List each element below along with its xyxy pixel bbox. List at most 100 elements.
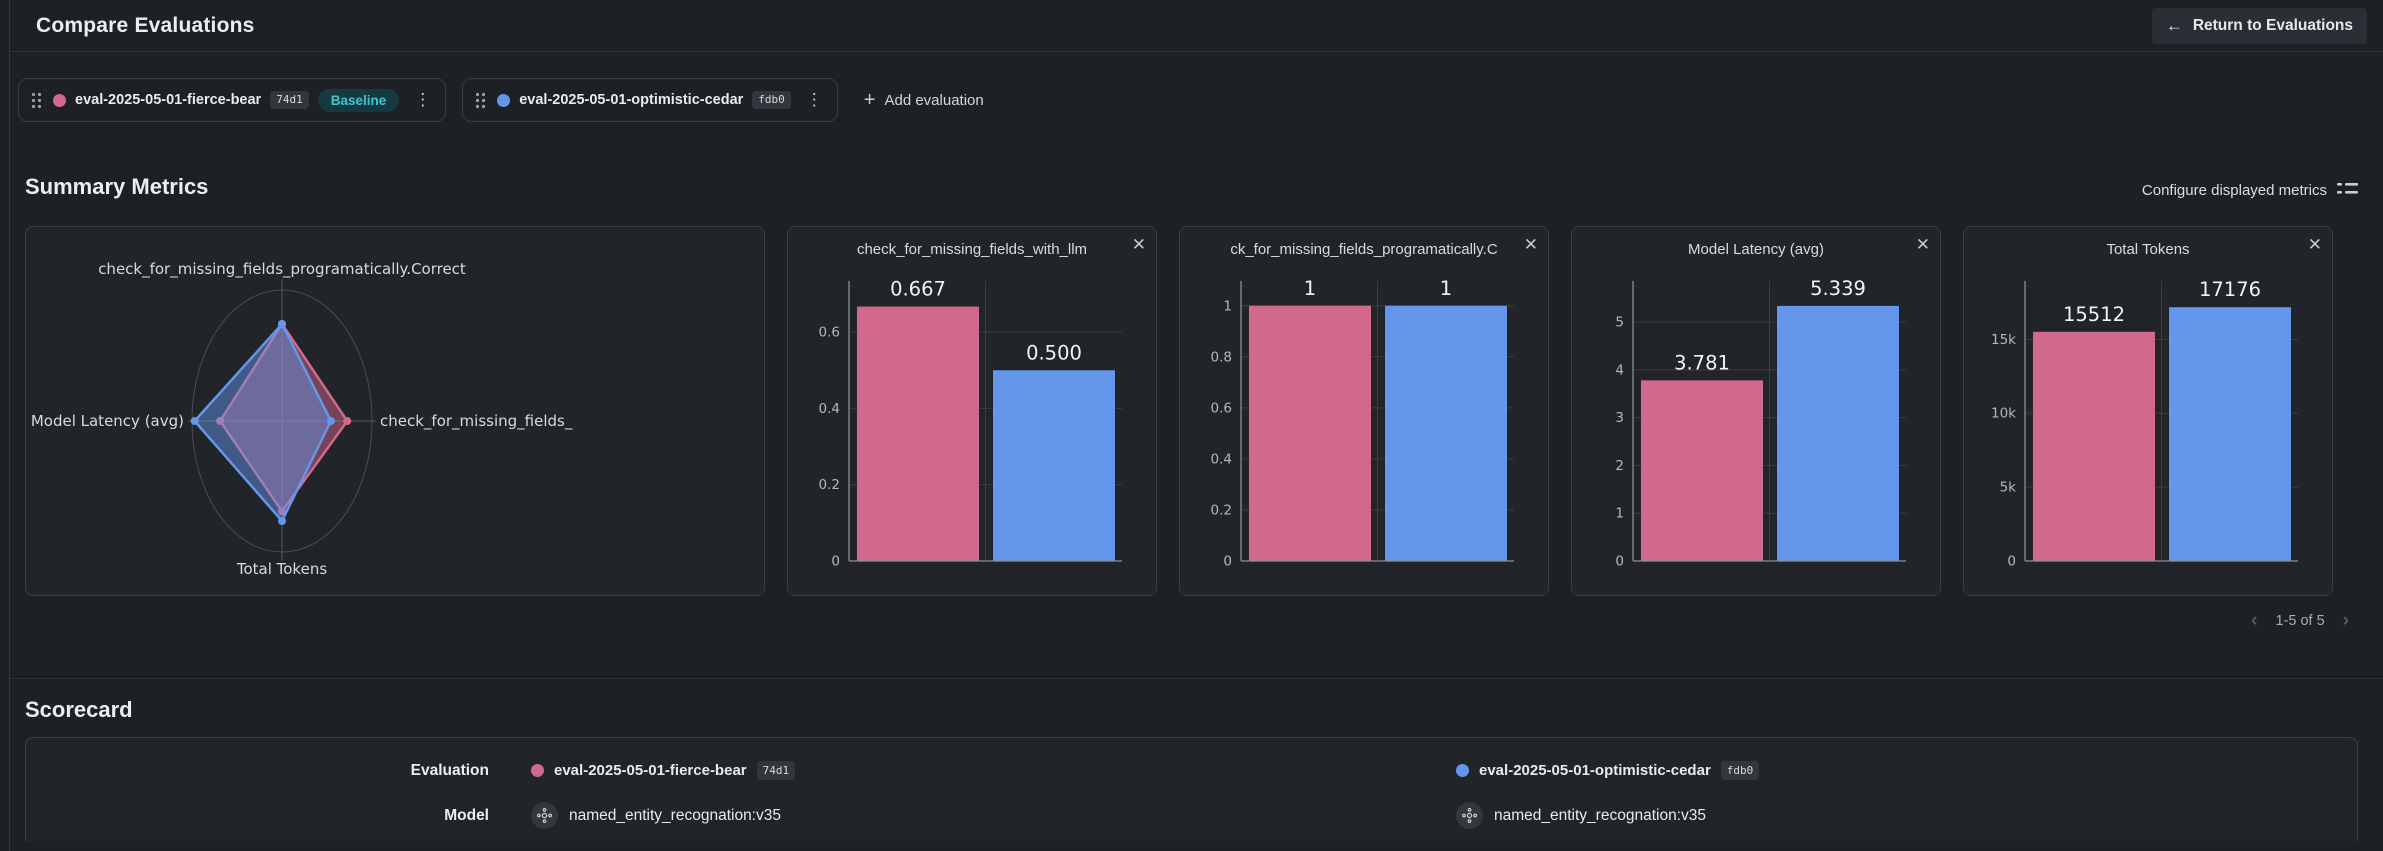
kebab-menu-icon[interactable]: ⋮ bbox=[408, 88, 437, 112]
eval-color-dot bbox=[53, 93, 66, 107]
drag-handle-icon[interactable] bbox=[473, 90, 488, 111]
model-icon bbox=[1456, 802, 1483, 829]
scorecard-eval-cell: eval-2025-05-01-fierce-bear 74d1 bbox=[531, 761, 1456, 780]
svg-text:17176: 17176 bbox=[2199, 278, 2261, 301]
configure-displayed-metrics-button[interactable]: Configure displayed metrics bbox=[2142, 181, 2358, 200]
configure-metrics-label: Configure displayed metrics bbox=[2141, 182, 2327, 199]
chevron-right-icon[interactable]: › bbox=[2342, 610, 2349, 631]
svg-text:1: 1 bbox=[1440, 277, 1452, 300]
svg-text:3: 3 bbox=[1615, 410, 1624, 426]
model-name: named_entity_recognation:v35 bbox=[569, 806, 781, 824]
svg-text:check_for_missing_fields_: check_for_missing_fields_ bbox=[380, 412, 573, 431]
bar-chart: 15512 17176 0 5k 10k 15k bbox=[1991, 278, 2298, 570]
model-icon bbox=[531, 802, 558, 829]
svg-text:0.6: 0.6 bbox=[1211, 400, 1232, 416]
close-icon[interactable]: ✕ bbox=[2307, 235, 2322, 254]
page-header: Compare Evaluations ← Return to Evaluati… bbox=[10, 0, 2383, 52]
svg-text:Total Tokens: Total Tokens bbox=[236, 560, 327, 578]
svg-text:5k: 5k bbox=[2000, 480, 2017, 496]
chart-title: ck_for_missing_fields_programatically.C bbox=[1230, 241, 1498, 258]
scorecard-row-label: Model bbox=[444, 806, 489, 824]
svg-text:0: 0 bbox=[1615, 554, 1624, 570]
scorecard-row-model: Model named_entity_recognation:v35 bbox=[26, 793, 2357, 838]
svg-text:0.2: 0.2 bbox=[1211, 502, 1232, 518]
chart-title: Total Tokens bbox=[2106, 241, 2190, 258]
svg-text:Model Latency (avg): Model Latency (avg) bbox=[31, 412, 184, 430]
svg-text:0.4: 0.4 bbox=[1211, 451, 1232, 467]
svg-text:1: 1 bbox=[1615, 506, 1624, 522]
eval-name: eval-2025-05-01-fierce-bear bbox=[554, 762, 747, 779]
model-name: named_entity_recognation:v35 bbox=[1494, 806, 1706, 824]
add-evaluation-button[interactable]: + Add evaluation bbox=[854, 83, 994, 118]
drag-handle-icon[interactable] bbox=[29, 90, 44, 111]
radar-chart-panel: check_for_missing_fields_programatically… bbox=[25, 226, 765, 596]
svg-text:0.4: 0.4 bbox=[819, 401, 840, 417]
svg-text:15512: 15512 bbox=[2063, 303, 2125, 326]
close-icon[interactable]: ✕ bbox=[1523, 235, 1538, 254]
summary-metrics-header: Summary Metrics Configure displayed metr… bbox=[25, 174, 2358, 200]
bar-chart: 1 1 0 0.2 0.4 0.6 0.8 1 bbox=[1211, 277, 1514, 570]
evaluation-chip[interactable]: eval-2025-05-01-optimistic-cedar fdb0 ⋮ bbox=[462, 78, 838, 122]
bar-chart: 3.781 5.339 0 1 2 3 4 5 bbox=[1615, 277, 1906, 570]
evaluations-bar: eval-2025-05-01-fierce-bear 74d1 Baselin… bbox=[18, 78, 2358, 122]
svg-text:2: 2 bbox=[1615, 458, 1624, 474]
bar-chart: 0.667 0.500 0 0.2 0.4 0.6 bbox=[819, 278, 1122, 570]
svg-text:1: 1 bbox=[1223, 298, 1232, 314]
svg-text:0.8: 0.8 bbox=[1211, 349, 1232, 365]
summary-metrics-cards: check_for_missing_fields_programatically… bbox=[25, 226, 2358, 596]
svg-text:0.6: 0.6 bbox=[819, 325, 840, 341]
metric-panel-check-for-missing-fields-programatically: ✕ ck_for_missing_fields_programatically.… bbox=[1179, 226, 1549, 596]
svg-text:check_for_missing_fields_progr: check_for_missing_fields_programatically… bbox=[98, 260, 466, 279]
scorecard-model-cell: named_entity_recognation:v35 bbox=[531, 802, 1456, 829]
svg-text:0.667: 0.667 bbox=[890, 278, 946, 301]
section-divider bbox=[10, 678, 2383, 679]
kebab-menu-icon[interactable]: ⋮ bbox=[800, 88, 829, 112]
eval-color-dot bbox=[1456, 764, 1469, 777]
close-icon[interactable]: ✕ bbox=[1915, 235, 1930, 254]
svg-text:0: 0 bbox=[2007, 554, 2016, 570]
chevron-left-icon[interactable]: ‹ bbox=[2251, 610, 2258, 631]
eval-hash-badge: fdb0 bbox=[1720, 761, 1760, 780]
add-evaluation-label: Add evaluation bbox=[884, 91, 984, 109]
svg-text:5.339: 5.339 bbox=[1810, 277, 1866, 300]
page-title: Compare Evaluations bbox=[36, 13, 255, 37]
summary-metrics-title: Summary Metrics bbox=[25, 174, 209, 199]
svg-text:3.781: 3.781 bbox=[1674, 351, 1730, 374]
scorecard-eval-cell: eval-2025-05-01-optimistic-cedar fdb0 bbox=[1456, 761, 2357, 780]
scorecard-title: Scorecard bbox=[25, 697, 133, 722]
metric-panel-total-tokens: ✕ Total Tokens 15512 17176 0 5k 10k 15k bbox=[1963, 226, 2333, 596]
svg-text:5: 5 bbox=[1615, 315, 1624, 331]
scorecard-panel: Evaluation eval-2025-05-01-fierce-bear 7… bbox=[25, 737, 2358, 841]
close-icon[interactable]: ✕ bbox=[1131, 235, 1146, 254]
metric-panel-model-latency: ✕ Model Latency (avg) 3.781 5.339 0 1 2 3 4 5 bbox=[1571, 226, 1941, 596]
scorecard-row-label: Evaluation bbox=[410, 761, 489, 779]
chart-title: check_for_missing_fields_with_llm bbox=[856, 241, 1088, 258]
eval-name: eval-2025-05-01-optimistic-cedar bbox=[519, 92, 744, 108]
eval-name: eval-2025-05-01-fierce-bear bbox=[75, 92, 262, 108]
scorecard-row-evaluation: Evaluation eval-2025-05-01-fierce-bear 7… bbox=[26, 748, 2357, 793]
panel-left-edge bbox=[9, 0, 10, 851]
svg-text:0: 0 bbox=[831, 554, 840, 570]
eval-hash-badge: 74d1 bbox=[270, 90, 309, 110]
svg-text:1: 1 bbox=[1304, 277, 1316, 300]
radar-chart: check_for_missing_fields_programatically… bbox=[31, 260, 573, 578]
configure-metrics-icon bbox=[2337, 181, 2358, 200]
svg-text:0.500: 0.500 bbox=[1026, 341, 1082, 364]
return-button-label: Return to Evaluations bbox=[2192, 16, 2353, 34]
scorecard-model-cell: named_entity_recognation:v35 bbox=[1456, 802, 2357, 829]
eval-hash-badge: 74d1 bbox=[756, 761, 796, 780]
eval-name: eval-2025-05-01-optimistic-cedar bbox=[1479, 762, 1711, 779]
svg-text:10k: 10k bbox=[1991, 406, 2016, 422]
evaluation-chip-baseline[interactable]: eval-2025-05-01-fierce-bear 74d1 Baselin… bbox=[18, 78, 447, 122]
baseline-badge: Baseline bbox=[317, 88, 400, 112]
plus-icon: + bbox=[863, 88, 876, 111]
eval-hash-badge: fdb0 bbox=[752, 90, 791, 110]
metric-panel-check-for-missing-fields-with-llm: ✕ check_for_missing_fields_with_llm 0.66… bbox=[787, 226, 1157, 596]
pagination-label: 1-5 of 5 bbox=[2275, 613, 2325, 629]
return-to-evaluations-button[interactable]: ← Return to Evaluations bbox=[2151, 7, 2367, 44]
svg-text:15k: 15k bbox=[1991, 332, 2016, 348]
arrow-left-icon: ← bbox=[2165, 15, 2183, 35]
chart-title: Model Latency (avg) bbox=[1688, 241, 1824, 258]
svg-text:0: 0 bbox=[1223, 554, 1232, 570]
metrics-pagination: ‹ 1-5 of 5 › bbox=[0, 610, 2349, 632]
